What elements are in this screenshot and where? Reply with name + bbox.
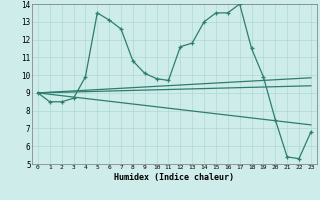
X-axis label: Humidex (Indice chaleur): Humidex (Indice chaleur) [115,173,234,182]
